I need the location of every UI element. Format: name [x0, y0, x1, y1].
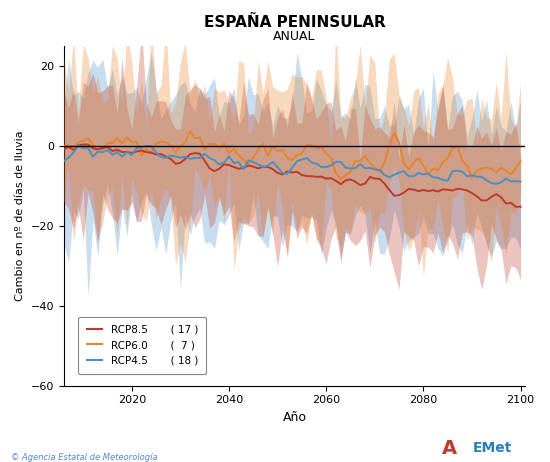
Text: © Agencia Estatal de Meteorología: © Agencia Estatal de Meteorología [11, 453, 158, 462]
Text: A: A [442, 438, 458, 458]
Y-axis label: Cambio en nº de días de lluvia: Cambio en nº de días de lluvia [15, 131, 25, 301]
Title: ESPAÑA PENINSULAR: ESPAÑA PENINSULAR [204, 15, 386, 30]
Text: ANUAL: ANUAL [273, 30, 316, 43]
X-axis label: Año: Año [283, 411, 306, 424]
Text: EMet: EMet [473, 441, 513, 455]
Legend: RCP8.5       ( 17 ), RCP6.0       (  7 ), RCP4.5       ( 18 ): RCP8.5 ( 17 ), RCP6.0 ( 7 ), RCP4.5 ( 18… [78, 316, 206, 374]
